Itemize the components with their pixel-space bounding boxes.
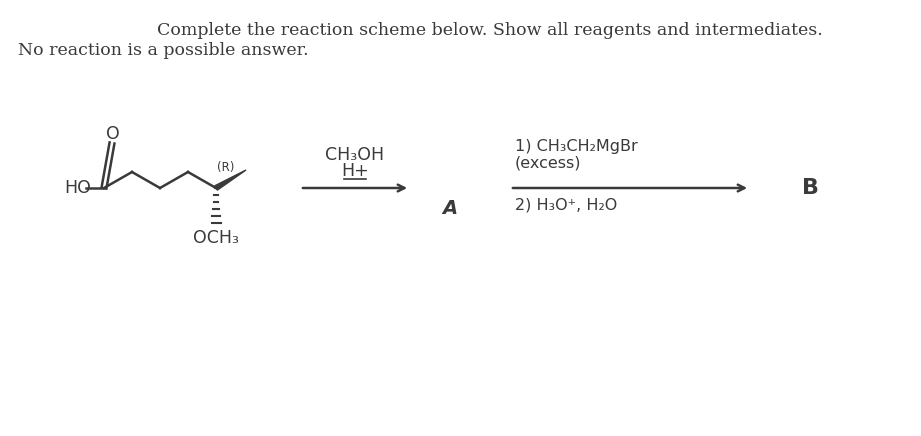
Text: Complete the reaction scheme below. Show all reagents and intermediates.: Complete the reaction scheme below. Show… — [157, 23, 822, 40]
Polygon shape — [215, 170, 246, 190]
Text: O: O — [106, 125, 120, 143]
Text: A: A — [442, 198, 458, 218]
Text: CH₃OH: CH₃OH — [325, 146, 385, 164]
Text: OCH₃: OCH₃ — [193, 229, 239, 247]
Text: No reaction is a possible answer.: No reaction is a possible answer. — [18, 42, 309, 59]
Text: B: B — [801, 178, 819, 198]
Text: 2) H₃O⁺, H₂O: 2) H₃O⁺, H₂O — [515, 198, 617, 213]
Text: H+: H+ — [341, 162, 369, 180]
Text: (excess): (excess) — [515, 155, 581, 170]
Text: 1) CH₃CH₂MgBr: 1) CH₃CH₂MgBr — [515, 139, 637, 154]
Text: (R): (R) — [217, 161, 234, 174]
Text: HO: HO — [64, 179, 91, 197]
